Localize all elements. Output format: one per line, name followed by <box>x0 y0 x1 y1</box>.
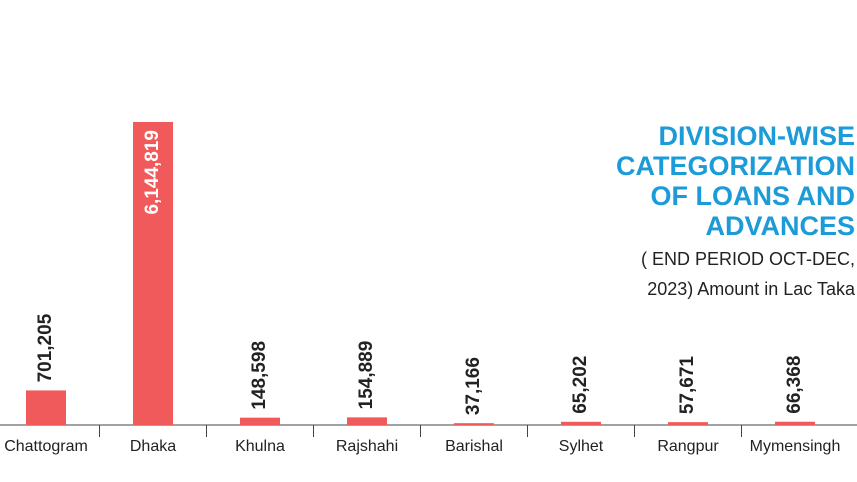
x-tick-label: Dhaka <box>130 438 176 455</box>
chart-title: OF LOANS AND <box>651 181 856 211</box>
data-label: 701,205 <box>35 313 56 382</box>
data-label: 65,202 <box>570 356 591 414</box>
bar <box>668 422 708 425</box>
data-label: 148,598 <box>249 341 270 410</box>
data-label: 57,671 <box>677 356 698 415</box>
x-tick-label: Rajshahi <box>336 438 398 455</box>
chart-title: CATEGORIZATION <box>616 151 855 181</box>
x-tick-label: Khulna <box>235 438 285 455</box>
bar <box>240 417 280 425</box>
x-tick-label: Sylhet <box>559 438 604 455</box>
chart-subtitle: ( END PERIOD OCT-DEC, <box>641 249 855 269</box>
data-label: 6,144,819 <box>142 130 163 215</box>
data-label: 37,166 <box>463 357 484 415</box>
bar <box>454 423 494 425</box>
x-tick-label: Mymensingh <box>750 438 841 455</box>
chart-subtitle: 2023) Amount in Lac Taka <box>647 279 856 299</box>
x-tick-label: Chattogram <box>4 438 88 455</box>
chart-title: DIVISION-WISE <box>658 121 855 151</box>
bar <box>26 390 66 425</box>
x-tick-label: Rangpur <box>657 438 719 455</box>
bar <box>775 421 815 425</box>
bar <box>561 421 601 425</box>
bar <box>347 417 387 425</box>
data-label: 154,889 <box>356 341 377 410</box>
data-label: 66,368 <box>784 356 805 414</box>
x-tick-label: Barishal <box>445 438 503 455</box>
chart-title: ADVANCES <box>705 211 855 241</box>
bar <box>133 122 173 425</box>
